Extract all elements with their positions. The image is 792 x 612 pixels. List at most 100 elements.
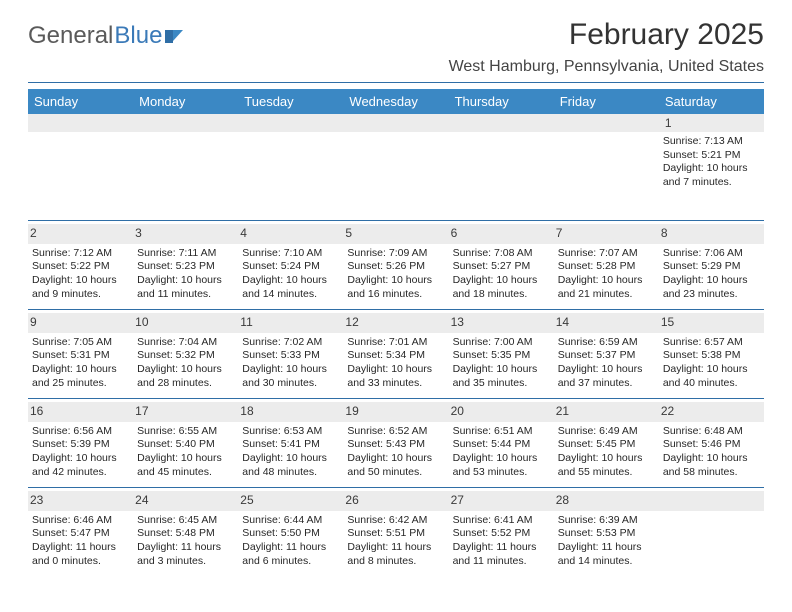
day-detail-line: Sunset: 5:52 PM [453, 527, 550, 541]
header-rule [28, 82, 764, 83]
week-row: 2 Sunrise: 7:12 AMSunset: 5:22 PM Daylight… [28, 220, 764, 309]
week-row: 9Sunrise: 7:05 AMSunset: 5:31 PMDaylight… [28, 309, 764, 398]
day-detail-line: Sunset: 5:23 PM [137, 260, 234, 274]
day-detail-line: Sunset: 5:37 PM [558, 349, 655, 363]
day-detail-line: Sunrise: 6:53 AM [242, 425, 339, 439]
day-detail-line: Daylight: 11 hours and 3 minutes. [137, 541, 234, 568]
day-detail-line: Sunset: 5:33 PM [242, 349, 339, 363]
day-number: 2 [28, 224, 133, 244]
day-number: 14 [554, 313, 659, 333]
day-number: 26 [343, 491, 448, 511]
day-cell: 18Sunrise: 6:53 AMSunset: 5:41 PMDayligh… [238, 399, 343, 487]
day-detail-line: Sunrise: 7:06 AM [663, 247, 760, 261]
day-detail-line: Daylight: 11 hours and 0 minutes. [32, 541, 129, 568]
day-detail-line: Daylight: 10 hours and 58 minutes. [663, 452, 760, 479]
day-detail-line: Daylight: 10 hours and 37 minutes. [558, 363, 655, 390]
header: General Blue February 2025 West Hamburg,… [28, 18, 764, 76]
day-detail-line: Daylight: 10 hours and 30 minutes. [242, 363, 339, 390]
day-cell: 19Sunrise: 6:52 AMSunset: 5:43 PMDayligh… [343, 399, 448, 487]
day-cell: 10Sunrise: 7:04 AMSunset: 5:32 PMDayligh… [133, 310, 238, 398]
day-number: 28 [554, 491, 659, 511]
logo-text-blue: Blue [114, 22, 162, 50]
day-detail-line: Sunset: 5:27 PM [453, 260, 550, 274]
day-number: 12 [343, 313, 448, 333]
day-number [449, 114, 554, 132]
week-row: 23Sunrise: 6:46 AMSunset: 5:47 PMDayligh… [28, 487, 764, 576]
day-number [659, 491, 764, 511]
day-detail-line: Sunrise: 7:01 AM [347, 336, 444, 350]
day-cell: 17Sunrise: 6:55 AMSunset: 5:40 PMDayligh… [133, 399, 238, 487]
day-cell: 9Sunrise: 7:05 AMSunset: 5:31 PMDaylight… [28, 310, 133, 398]
day-detail-line: Sunrise: 7:07 AM [558, 247, 655, 261]
day-detail-line: Daylight: 10 hours and 25 minutes. [32, 363, 129, 390]
day-number: 18 [238, 402, 343, 422]
day-number: 8 [659, 224, 764, 244]
day-cell: 28Sunrise: 6:39 AMSunset: 5:53 PMDayligh… [554, 488, 659, 576]
day-detail-line: Daylight: 10 hours and 35 minutes. [453, 363, 550, 390]
day-detail-line: Sunset: 5:32 PM [137, 349, 234, 363]
day-detail-line: Daylight: 11 hours and 14 minutes. [558, 541, 655, 568]
day-detail-line: Sunset: 5:34 PM [347, 349, 444, 363]
day-detail-line: Sunset: 5:39 PM [32, 438, 129, 452]
day-number: 1 [659, 114, 764, 132]
day-detail-line: Sunset: 5:29 PM [663, 260, 760, 274]
day-number: 21 [554, 402, 659, 422]
weekday-fri: Friday [554, 89, 659, 114]
month-title: February 2025 [449, 18, 764, 52]
day-cell: 26Sunrise: 6:42 AMSunset: 5:51 PMDayligh… [343, 488, 448, 576]
day-detail-line: Daylight: 10 hours and 7 minutes. [663, 162, 760, 189]
day-detail-line: Sunset: 5:31 PM [32, 349, 129, 363]
day-cell [238, 132, 343, 220]
logo-flag-icon [165, 27, 185, 48]
day-detail-line: Sunset: 5:47 PM [32, 527, 129, 541]
day-detail-line: Sunset: 5:48 PM [137, 527, 234, 541]
day-number [133, 114, 238, 132]
day-detail-line: Daylight: 10 hours and 18 minutes. [453, 274, 550, 301]
day-cell: 15Sunrise: 6:57 AMSunset: 5:38 PMDayligh… [659, 310, 764, 398]
day-cell: 5Sunrise: 7:09 AMSunset: 5:26 PMDaylight… [343, 221, 448, 309]
day-detail-line: Daylight: 10 hours and 53 minutes. [453, 452, 550, 479]
day-detail-line: Sunrise: 6:56 AM [32, 425, 129, 439]
day-cell: 12 Sunrise: 7:01 AMSunset: 5:34 PMDayligh… [343, 310, 448, 398]
day-cell: 20Sunrise: 6:51 AMSunset: 5:44 PMDayligh… [449, 399, 554, 487]
day-detail-line: Daylight: 10 hours and 55 minutes. [558, 452, 655, 479]
day-cell: 21Sunrise: 6:49 AMSunset: 5:45 PMDayligh… [554, 399, 659, 487]
day-detail-line: Daylight: 10 hours and 11 minutes. [137, 274, 234, 301]
day-detail-line: Sunset: 5:38 PM [663, 349, 760, 363]
day-detail-line: Daylight: 10 hours and 16 minutes. [347, 274, 444, 301]
logo-text-general: General [28, 22, 113, 50]
day-cell [659, 488, 764, 576]
day-number: 5 [343, 224, 448, 244]
day-detail-line: Sunset: 5:22 PM [32, 260, 129, 274]
day-number: 10 [133, 313, 238, 333]
day-number [28, 114, 133, 132]
day-cell: 16Sunrise: 6:56 AMSunset: 5:39 PMDayligh… [28, 399, 133, 487]
day-detail-line: Sunrise: 6:44 AM [242, 514, 339, 528]
weekday-sun: Sunday [28, 89, 133, 114]
day-detail-line: Daylight: 11 hours and 6 minutes. [242, 541, 339, 568]
day-number: 7 [554, 224, 659, 244]
day-cell: 23Sunrise: 6:46 AMSunset: 5:47 PMDayligh… [28, 488, 133, 576]
day-detail-line: Sunrise: 6:41 AM [453, 514, 550, 528]
calendar-page: General Blue February 2025 West Hamburg,… [0, 0, 792, 594]
day-detail-line: Daylight: 10 hours and 14 minutes. [242, 274, 339, 301]
day-number: 23 [28, 491, 133, 511]
day-detail-line: Daylight: 10 hours and 33 minutes. [347, 363, 444, 390]
day-detail-line: Sunset: 5:24 PM [242, 260, 339, 274]
day-cell: 13Sunrise: 7:00 AMSunset: 5:35 PMDayligh… [449, 310, 554, 398]
day-detail-line: Sunset: 5:53 PM [558, 527, 655, 541]
day-cell: 24Sunrise: 6:45 AMSunset: 5:48 PMDayligh… [133, 488, 238, 576]
day-number: 17 [133, 402, 238, 422]
day-detail-line: Sunrise: 6:48 AM [663, 425, 760, 439]
day-detail-line: Sunrise: 7:12 AM [32, 247, 129, 261]
day-number: 16 [28, 402, 133, 422]
weekday-sat: Saturday [659, 89, 764, 114]
daynum-bar: 1 [28, 114, 764, 132]
day-detail-line: Daylight: 10 hours and 23 minutes. [663, 274, 760, 301]
day-number: 4 [238, 224, 343, 244]
day-detail-line: Sunset: 5:35 PM [453, 349, 550, 363]
day-number: 11 [238, 313, 343, 333]
day-detail-line: Sunset: 5:21 PM [663, 149, 760, 163]
day-detail-line: Sunrise: 6:51 AM [453, 425, 550, 439]
day-cell [449, 132, 554, 220]
